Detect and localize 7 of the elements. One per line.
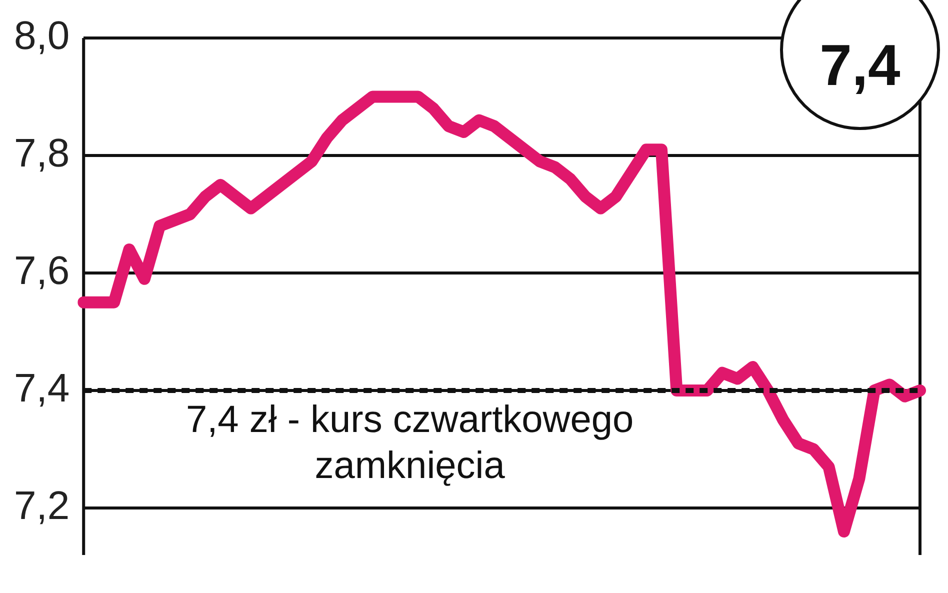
y-tick-label: 7,6 [14, 249, 70, 294]
annotation: 7,4 [780, 0, 940, 130]
y-tick-label: 7,4 [14, 366, 70, 411]
ref-line-label: 7,4 zł - kurs czwartkowego zamknięcia [186, 398, 634, 487]
y-tick-label: 7,8 [14, 132, 70, 176]
y-tick-label: 7,2 [14, 484, 70, 528]
y-tick-label: 8,0 [14, 14, 70, 58]
